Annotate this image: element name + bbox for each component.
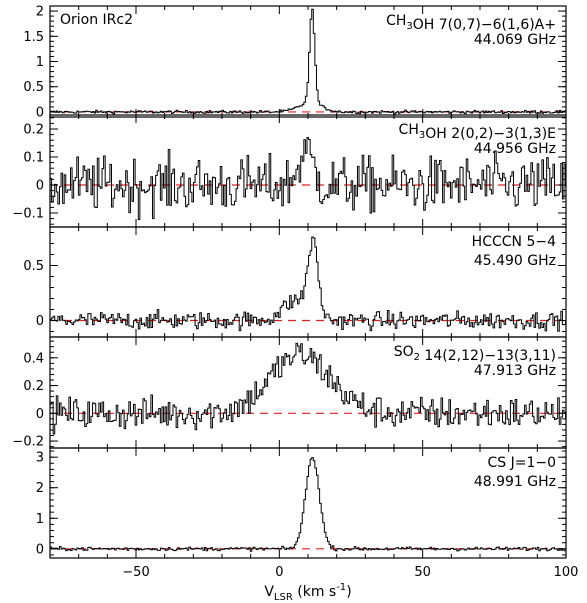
panel-ch3oh-45: −0.1 0 0.1 0.2 CH3OH 2(0,2)−3(1,3)E44.956 GH… (12, 114, 567, 228)
spectrum-line (50, 457, 567, 552)
y-tick-label: 2 (36, 5, 44, 20)
panel-ch3oh-44: 0 0.5 1 1.5 2 CH3OH 7(0,7)−6(1,6)A+44.069 GHz… (23, 5, 567, 120)
frequency-label: 47.913 GHz (474, 363, 556, 379)
y-tick-label: 0.2 (23, 379, 44, 394)
spectrum-line (50, 136, 567, 221)
x-tick-label: 100 (554, 565, 579, 580)
frequency-label: 44.069 GHz (474, 32, 556, 48)
frequency-label: 44.956 GHz (474, 141, 556, 157)
y-tick-label: −0.1 (12, 207, 44, 222)
species-label: CH3OH 7(0,7)−6(1,6)A+ (386, 13, 556, 33)
species-label: CS J=1−0 (487, 455, 556, 471)
y-tick-label: 1 (36, 55, 44, 70)
y-tick-label: 0 (36, 542, 44, 557)
x-tick-label: 50 (414, 565, 431, 580)
spectrum-line (50, 236, 567, 332)
source-label: Orion IRc2 (60, 12, 133, 28)
spectrum-line (50, 8, 567, 115)
y-tick-label: 1 (36, 512, 44, 527)
y-tick-label: −0.2 (12, 435, 44, 450)
frequency-label: 48.991 GHz (474, 474, 556, 490)
y-tick-label: 0.5 (23, 259, 44, 274)
y-tick-label: 0.5 (23, 80, 44, 95)
species-label: CH3OH 2(0,2)−3(1,3)E (399, 122, 556, 142)
panel-cs: 0 1 2 3 CS J=1−0 48.991 GHz (36, 447, 567, 559)
spectrum-line (50, 342, 567, 435)
y-tick-label: 1.5 (23, 30, 44, 45)
y-tick-label: 0 (36, 407, 44, 422)
y-tick-label: 0 (36, 314, 44, 329)
y-tick-label: 2 (36, 481, 44, 496)
x-axis-label: VLSR (km s-1) (264, 582, 351, 603)
x-tick-label: 0 (275, 565, 283, 580)
y-tick-label: 3 (36, 451, 44, 466)
panel-hcccn: 0 0.5 HCCCN 5−4 45.490 GHz (23, 226, 567, 338)
y-tick-label: 0.1 (23, 151, 44, 166)
species-label: SO2 14(2,12)−13(3,11) (394, 344, 556, 364)
species-label: HCCCN 5−4 (472, 234, 556, 250)
y-tick-label: 0 (36, 179, 44, 194)
panel-so2: −0.2 0 0.2 0.4 SO2 14(2,12)−13(3,11)47.913 G… (12, 336, 567, 450)
frequency-label: 45.490 GHz (474, 253, 556, 269)
x-tick-label: −50 (122, 565, 149, 580)
y-tick-label: 0.4 (23, 351, 44, 366)
y-tick-label: 0 (36, 105, 44, 120)
y-tick-label: 0.2 (23, 123, 44, 138)
